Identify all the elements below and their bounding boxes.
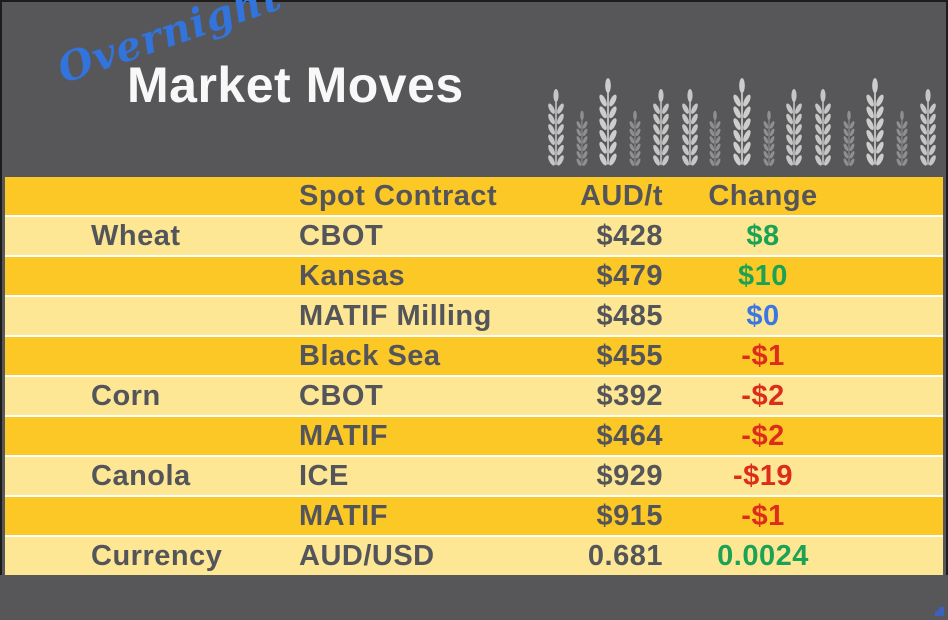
change-cell: -$2: [741, 419, 785, 452]
wheat-icon: [865, 78, 886, 167]
footer-bar: [0, 575, 948, 620]
price-cell: 0.681: [587, 539, 663, 572]
change-cell: $8: [746, 219, 780, 252]
table-row-corn-cbot: Corn CBOT $392 -$2: [5, 377, 943, 415]
price-cell: $455: [596, 339, 663, 372]
change-cell: $0: [746, 299, 780, 332]
category-cell: Canola: [91, 459, 191, 492]
category-cell: Wheat: [91, 219, 181, 252]
contract-cell: AUD/USD: [299, 539, 435, 572]
change-cell: $10: [738, 259, 788, 292]
column-header-change: Change: [708, 179, 818, 212]
wheat-icon: [785, 88, 804, 167]
wheat-icon: [813, 88, 833, 167]
column-header-price: AUD/t: [579, 179, 663, 212]
column-header-contract: Spot Contract: [299, 179, 498, 212]
header-banner: Overnight Market Moves: [0, 0, 948, 177]
wheat-icon: [651, 88, 670, 167]
contract-cell: Kansas: [299, 259, 406, 292]
price-cell: $915: [596, 499, 663, 532]
wheat-icon: [895, 110, 909, 167]
price-cell: $929: [596, 459, 663, 492]
table-header-row: Spot Contract AUD/t Change: [5, 177, 943, 215]
change-cell: -$1: [741, 339, 785, 372]
wheat-icon-row: [546, 77, 938, 167]
wheat-icon: [546, 88, 566, 167]
contract-cell: Black Sea: [299, 339, 441, 372]
wheat-icon: [598, 78, 619, 167]
table-row-canola-matif: MATIF $915 -$1: [5, 497, 943, 535]
wheat-icon: [731, 78, 752, 167]
contract-cell: MATIF: [299, 499, 388, 532]
contract-cell: CBOT: [299, 219, 384, 252]
wheat-icon: [628, 110, 642, 167]
contract-cell: CBOT: [299, 379, 384, 412]
market-table: Spot Contract AUD/t Change Wheat CBOT $4…: [5, 177, 943, 575]
table-row-wheat-matif-milling: MATIF Milling $485 $0: [5, 297, 943, 335]
wheat-icon: [762, 110, 775, 167]
page-title: Market Moves: [127, 57, 464, 113]
wheat-icon: [842, 110, 856, 167]
change-cell: -$1: [741, 499, 785, 532]
contract-cell: ICE: [299, 459, 349, 492]
category-cell: Currency: [91, 539, 223, 572]
contract-cell: MATIF Milling: [299, 299, 492, 332]
wheat-icon: [680, 88, 699, 167]
table-row-canola-ice: Canola ICE $929 -$19: [5, 457, 943, 495]
wheat-icon: [918, 88, 937, 167]
price-cell: $428: [596, 219, 663, 252]
table-row-wheat-cbot: Wheat CBOT $428 $8: [5, 217, 943, 255]
wheat-icon: [708, 110, 722, 167]
contract-cell: MATIF: [299, 419, 388, 452]
table-row-corn-matif: MATIF $464 -$2: [5, 417, 943, 455]
price-cell: $464: [596, 419, 663, 452]
table-row-wheat-black-sea: Black Sea $455 -$1: [5, 337, 943, 375]
wheat-icon: [575, 110, 589, 167]
price-cell: $479: [596, 259, 663, 292]
category-cell: Corn: [91, 379, 161, 412]
change-cell: 0.0024: [717, 539, 809, 572]
logo-mark: [935, 607, 944, 616]
change-cell: -$2: [741, 379, 785, 412]
table-row-currency-audusd: Currency AUD/USD 0.681 0.0024: [5, 537, 943, 575]
change-cell: -$19: [732, 459, 794, 492]
price-cell: $485: [596, 299, 663, 332]
price-cell: $392: [596, 379, 663, 412]
table-row-wheat-kansas: Kansas $479 $10: [5, 257, 943, 295]
